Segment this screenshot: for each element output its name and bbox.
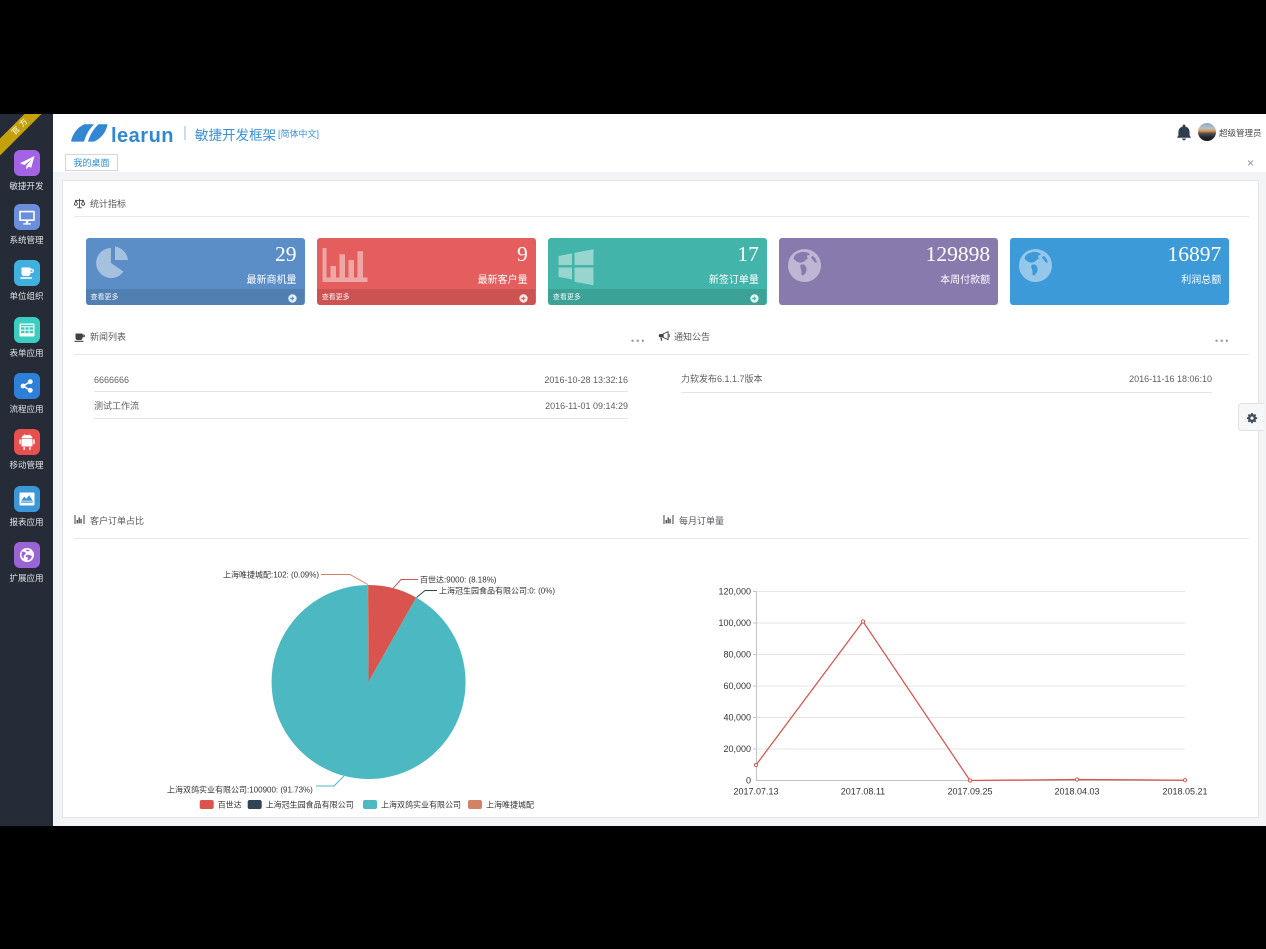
svg-text:上海双鸽实业有限公司: 上海双鸽实业有限公司: [381, 800, 461, 811]
svg-text:2018.05.21: 2018.05.21: [1162, 785, 1207, 798]
svg-text:百世达:9000: (8.18%): 百世达:9000: (8.18%): [420, 575, 497, 586]
svg-text:上海唯捷城配:102: (0.09%): 上海唯捷城配:102: (0.09%): [223, 570, 319, 581]
svg-text:80,000: 80,000: [723, 648, 751, 661]
svg-text:2017.08.11: 2017.08.11: [841, 785, 885, 798]
svg-text:60,000: 60,000: [723, 679, 751, 692]
svg-text:0: 0: [746, 774, 751, 787]
svg-text:100,000: 100,000: [718, 616, 751, 629]
svg-text:上海冠生园食品有限公司: 上海冠生园食品有限公司: [266, 800, 354, 811]
svg-text:2017.07.13: 2017.07.13: [733, 785, 778, 798]
svg-text:40,000: 40,000: [723, 711, 751, 724]
svg-text:20,000: 20,000: [723, 742, 751, 755]
svg-text:上海唯捷城配: 上海唯捷城配: [486, 800, 534, 811]
svg-text:上海冠生园食品有限公司:0: (0%): 上海冠生园食品有限公司:0: (0%): [439, 586, 555, 597]
svg-text:2017.09.25: 2017.09.25: [947, 785, 992, 798]
svg-text:120,000: 120,000: [718, 585, 751, 598]
svg-text:2018.04.03: 2018.04.03: [1054, 785, 1099, 798]
svg-text:百世达: 百世达: [218, 800, 242, 811]
svg-text:上海双鸽实业有限公司:100900: (91.73%): 上海双鸽实业有限公司:100900: (91.73%): [167, 785, 313, 796]
